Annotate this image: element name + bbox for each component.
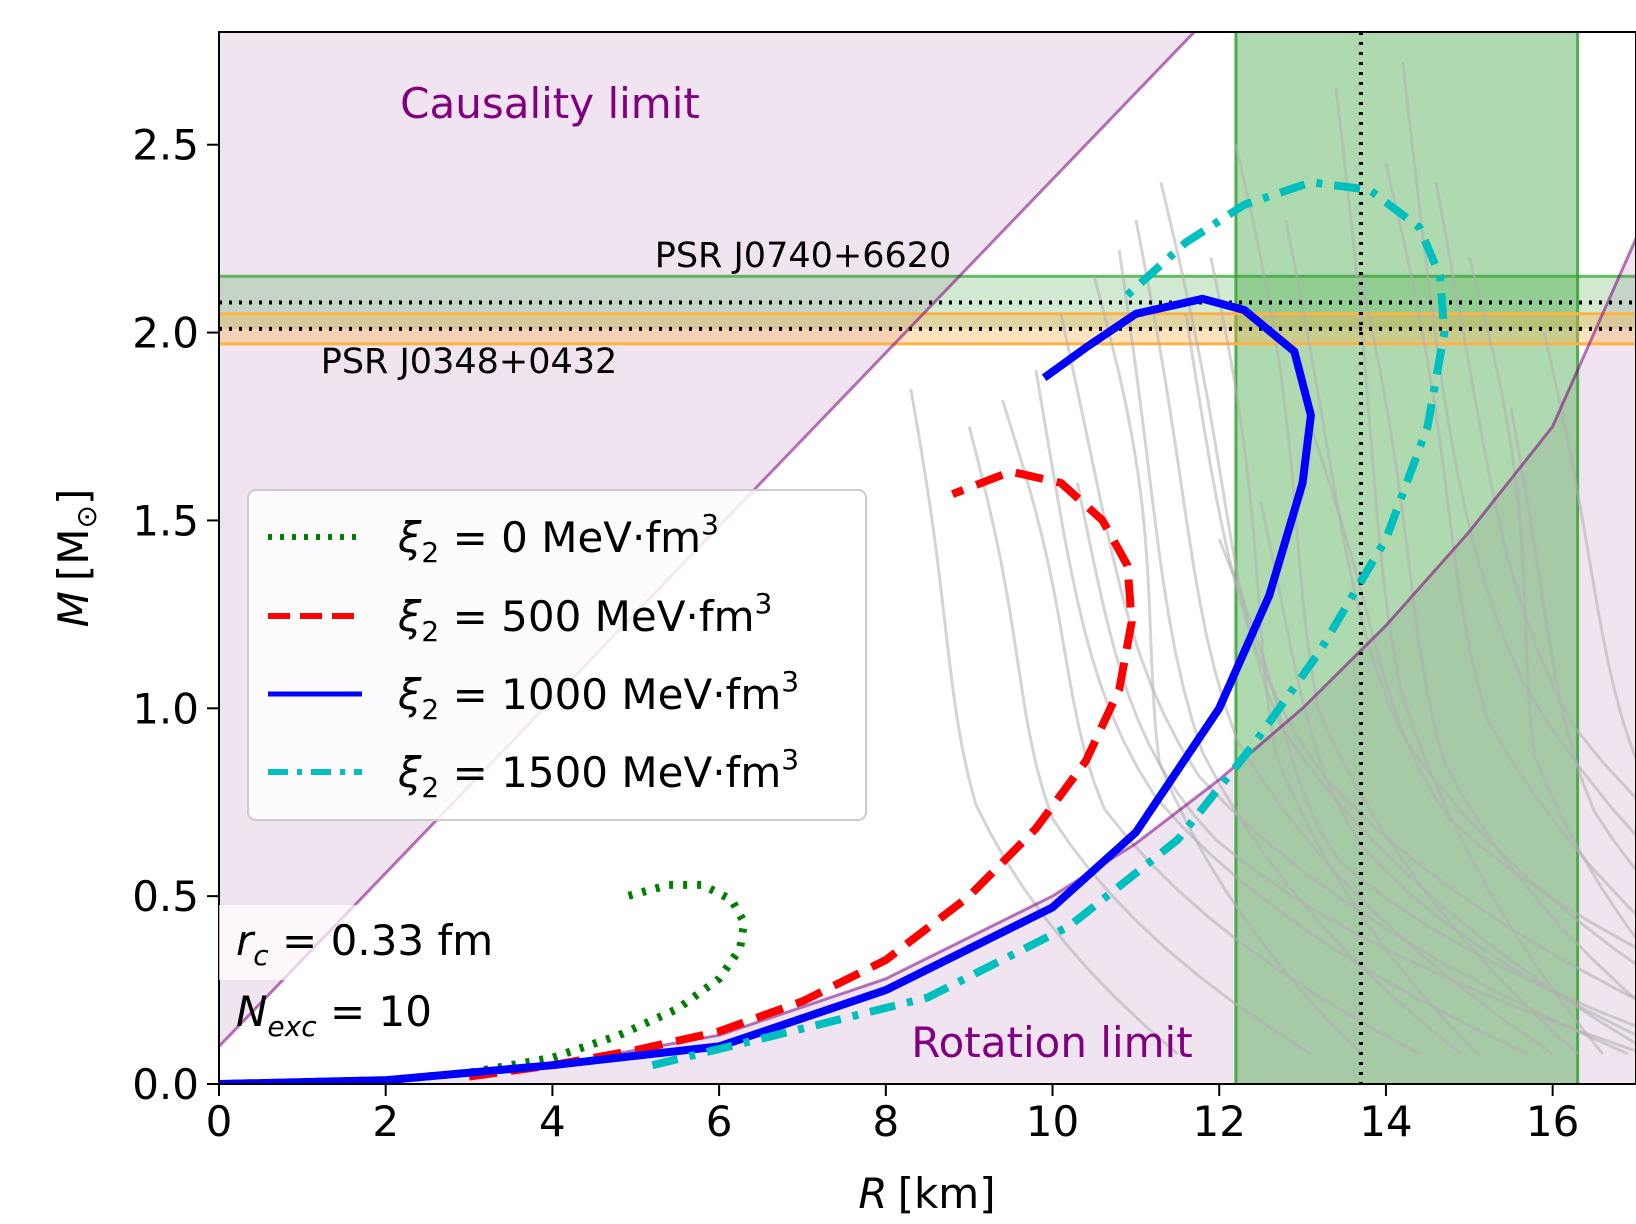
y-tick-label-3: 1.5 [132,496,199,545]
y-axis-unit-sub: ⊙ [70,505,103,528]
psr-j0348-label: PSR J0348+0432 [321,342,618,382]
series-line-0 [219,880,749,1084]
x-tick-label-1: 2 [372,1097,399,1146]
gray-curve-13 [1284,219,1636,967]
x-tick-label-4: 8 [872,1097,899,1146]
x-tick-label-7: 14 [1359,1097,1412,1146]
gray-curve-14 [1309,426,1636,950]
causality-limit-label: Causality limit [400,79,700,128]
plot-frame [218,31,1636,1085]
legend-0-sup: 3 [701,508,719,541]
nexc-value: = 10 [317,987,432,1036]
rotation-limit-label: Rotation limit [911,1018,1192,1067]
reference-lines [219,32,1636,1084]
x-tick-label-8: 16 [1526,1097,1579,1146]
y-tick-label-4: 2.0 [132,309,199,358]
gray-curve-5 [1092,275,1362,1055]
legend-3-text: = 1500 MeV·fm [439,748,781,797]
y-axis-label: M [M⊙] [49,489,103,628]
legend-2-sym: ξ [397,670,422,719]
legend-2-sub: 2 [421,693,439,726]
legend-entry-1: ξ2 = 500 MeV·fm3 [397,587,772,648]
nexc-label: Nexc = 10 [236,987,432,1043]
gray-curve-2 [1001,399,1421,1056]
legend-3-sub: 2 [421,771,439,804]
y-tick-label-2: 1.0 [132,684,199,733]
legend-1-sup: 3 [755,587,773,620]
gray-curve-6 [1117,249,1462,1056]
y-tick-label-5: 2.5 [132,121,199,170]
legend-frame [247,489,867,821]
x-tick-label-6: 12 [1193,1097,1246,1146]
x-tick-label-0: 0 [206,1097,233,1146]
legend-3-sym: ξ [397,748,422,797]
legend-1-sym: ξ [397,592,422,641]
gray-mr-curves [909,61,1636,1056]
gray-curve-24 [1076,482,1636,1053]
legend-handles [268,534,362,775]
rc-label: rc = 0.33 fm [236,916,493,972]
legend-3-sup: 3 [781,743,799,776]
y-axis-unit-close: ] [49,489,98,505]
series-lines [219,178,1449,1084]
gray-curve-15 [1334,88,1604,1055]
rc-label-box [219,905,549,980]
gray-curve-21 [1509,407,1636,873]
y-tick-label-0: 0.0 [132,1060,199,1109]
legend-0-text: = 0 MeV·fm [439,513,701,562]
legend-entry-0: ξ2 = 0 MeV·fm3 [397,508,719,569]
legend-1-sub: 2 [421,615,439,648]
rc-symbol: r [236,916,256,965]
legend-entry-3: ξ2 = 1500 MeV·fm3 [397,743,799,804]
gray-curve-17 [1384,163,1636,917]
series-line-1 [468,467,1136,1081]
legend-entry-2: ξ2 = 1000 MeV·fm3 [397,665,799,726]
gray-curve-22 [1542,332,1636,763]
rc-value: = 0.33 fm [269,916,493,965]
nexc-symbol: N [236,987,267,1036]
gray-curve-0 [909,388,1179,1056]
gray-curve-4 [1059,313,1629,1056]
rotation-region [219,238,1636,1084]
legend-1-text: = 500 MeV·fm [439,592,754,641]
axis-ticks: 0 2 4 6 8 10 12 14 16 0.0 0.5 1.0 1.5 2.0 2.5 [132,121,1579,1146]
rc-subscript: c [253,939,269,972]
legend-0-sym: ξ [397,513,422,562]
y-axis-var: M [49,591,98,627]
x-axis-unit: [km] [898,1169,996,1218]
nexc-subscript: exc [267,1010,317,1043]
x-axis-var: R [858,1169,887,1218]
x-tick-label-5: 10 [1026,1097,1079,1146]
x-tick-label-3: 6 [706,1097,733,1146]
gray-curve-1 [967,426,1312,1056]
y-tick-label-1: 0.5 [132,872,199,921]
gray-curve-12 [1259,501,1636,1037]
y-axis-unit: [M [49,528,98,581]
x-tick-label-2: 4 [539,1097,566,1146]
gray-curve-20 [1467,257,1636,941]
gray-curve-16 [1359,275,1636,1002]
series-line-3 [651,178,1449,1070]
legend: ξ2 = 0 MeV·fm3 ξ2 = 500 MeV·fm3 ξ2 = 100… [247,489,867,821]
gray-curve-7 [1134,219,1554,1056]
legend-0-sub: 2 [421,536,439,569]
gray-curve-11 [1234,144,1579,1056]
legend-2-text: = 1000 MeV·fm [439,670,781,719]
psr-j0740-label: PSR J0740+6620 [655,236,952,276]
legend-2-sup: 3 [781,665,799,698]
x-axis-label: R [km] [858,1169,995,1218]
series-line-2 [219,294,1315,1084]
